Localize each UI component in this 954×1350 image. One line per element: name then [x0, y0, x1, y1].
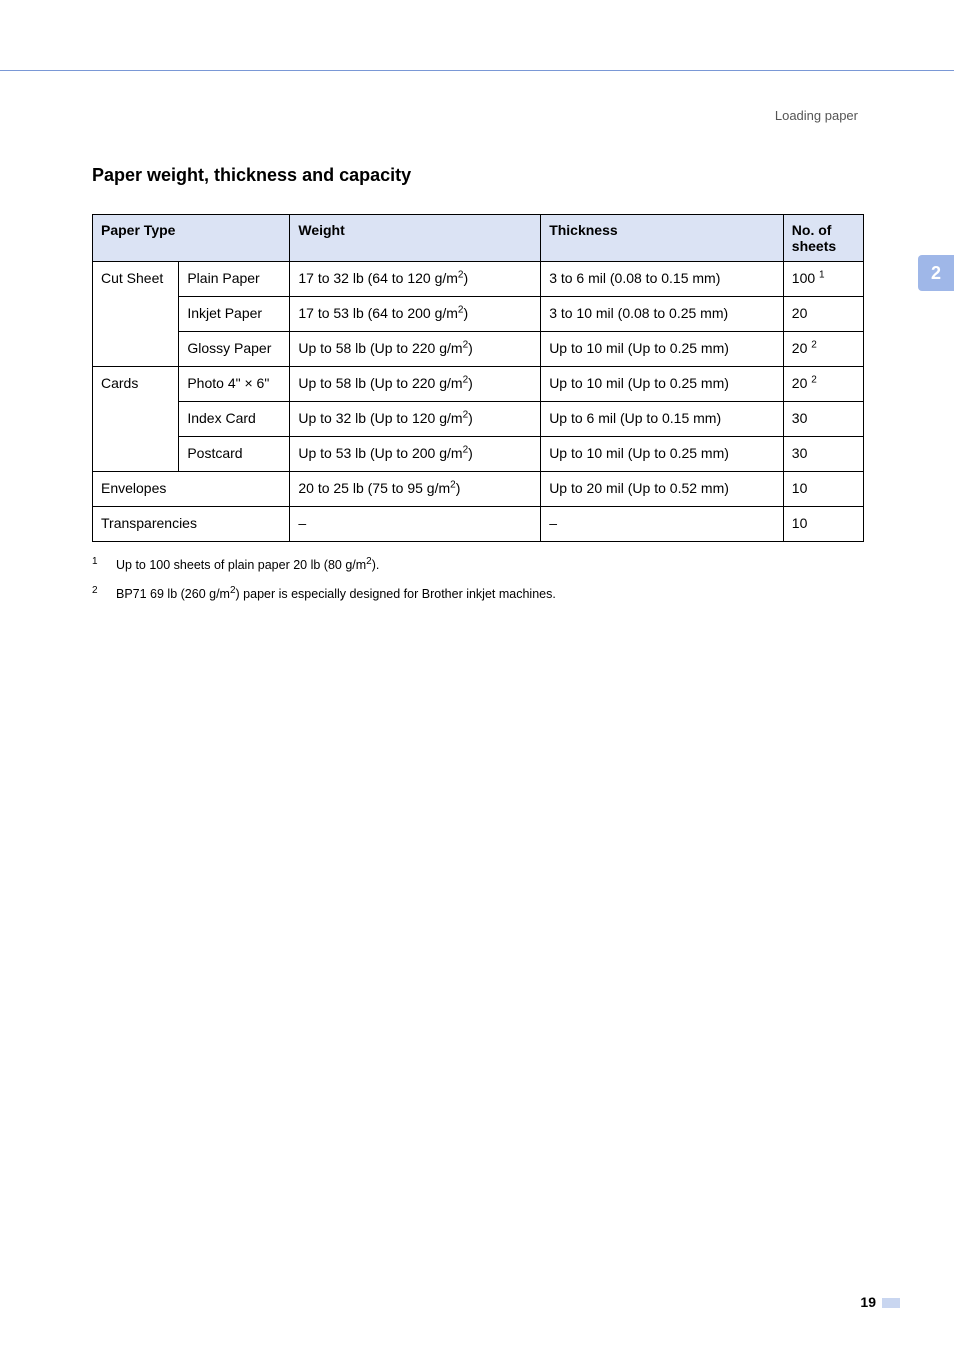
subtype-cell: Glossy Paper — [179, 332, 290, 367]
footnote-number: 1 — [92, 554, 116, 573]
section-title: Paper weight, thickness and capacity — [92, 165, 864, 186]
weight-text: Up to 53 lb (Up to 200 g/m — [298, 445, 462, 461]
table-row: Index Card Up to 32 lb (Up to 120 g/m2) … — [93, 402, 864, 437]
content-area: Paper weight, thickness and capacity Pap… — [92, 165, 864, 614]
thickness-cell: – — [541, 507, 784, 542]
thickness-cell: Up to 10 mil (Up to 0.25 mm) — [541, 332, 784, 367]
subtype-cell: Inkjet Paper — [179, 297, 290, 332]
sheets-cell: 30 — [783, 402, 863, 437]
sheets-value: 20 — [792, 340, 808, 356]
sheets-cell: 100 1 — [783, 262, 863, 297]
subtype-cell: Index Card — [179, 402, 290, 437]
unit-superscript: 2 — [458, 304, 464, 315]
weight-cell: Up to 32 lb (Up to 120 g/m2) — [290, 402, 541, 437]
table-row: Inkjet Paper 17 to 53 lb (64 to 200 g/m2… — [93, 297, 864, 332]
weight-text: Up to 58 lb (Up to 220 g/m — [298, 375, 462, 391]
header-weight: Weight — [290, 215, 541, 262]
table-row: Cut Sheet Plain Paper 17 to 32 lb (64 to… — [93, 262, 864, 297]
sheets-value: 100 — [792, 270, 815, 286]
paper-spec-table: Paper Type Weight Thickness No. of sheet… — [92, 214, 864, 542]
unit-superscript: 2 — [463, 339, 469, 350]
weight-text: 17 to 53 lb (64 to 200 g/m — [298, 305, 458, 321]
table-row: Glossy Paper Up to 58 lb (Up to 220 g/m2… — [93, 332, 864, 367]
running-head: Loading paper — [775, 108, 858, 123]
table-row: Transparencies – – 10 — [93, 507, 864, 542]
weight-cell: Up to 58 lb (Up to 220 g/m2) — [290, 332, 541, 367]
subtype-cell: Photo 4" × 6" — [179, 367, 290, 402]
footnote-ref: 2 — [811, 339, 817, 350]
page-number-decoration — [882, 1298, 900, 1308]
sheets-value: 20 — [792, 375, 808, 391]
subtype-cell: Plain Paper — [179, 262, 290, 297]
sheets-cell: 10 — [783, 472, 863, 507]
sheets-cell: 30 — [783, 437, 863, 472]
page: Loading paper 2 Paper weight, thickness … — [0, 0, 954, 1350]
sheets-cell: 20 — [783, 297, 863, 332]
page-number: 19 — [860, 1294, 876, 1310]
thickness-cell: 3 to 10 mil (0.08 to 0.25 mm) — [541, 297, 784, 332]
sheets-cell: 20 2 — [783, 332, 863, 367]
unit-superscript: 2 — [458, 269, 464, 280]
footnotes: 1 Up to 100 sheets of plain paper 20 lb … — [92, 556, 864, 604]
weight-text: Up to 58 lb (Up to 220 g/m — [298, 340, 462, 356]
weight-cell: Up to 58 lb (Up to 220 g/m2) — [290, 367, 541, 402]
footnote-ref: 2 — [811, 374, 817, 385]
footnote-text: BP71 69 lb (260 g/m2) paper is especiall… — [116, 585, 556, 604]
subtype-cell: Postcard — [179, 437, 290, 472]
header-sheets: No. of sheets — [783, 215, 863, 262]
unit-superscript: 2 — [463, 374, 469, 385]
weight-cell: Up to 53 lb (Up to 200 g/m2) — [290, 437, 541, 472]
footnote-ref: 1 — [819, 269, 825, 280]
table-row: Postcard Up to 53 lb (Up to 200 g/m2) Up… — [93, 437, 864, 472]
table-row: Envelopes 20 to 25 lb (75 to 95 g/m2) Up… — [93, 472, 864, 507]
sheets-cell: 20 2 — [783, 367, 863, 402]
footnote-text-b: ) paper is especially designed for Broth… — [236, 587, 556, 601]
weight-cell: – — [290, 507, 541, 542]
unit-superscript: 2 — [450, 479, 456, 490]
weight-cell: 17 to 53 lb (64 to 200 g/m2) — [290, 297, 541, 332]
unit-superscript: 2 — [463, 444, 469, 455]
sheets-cell: 10 — [783, 507, 863, 542]
footnote-text-b: ). — [372, 558, 380, 572]
header-rule — [0, 70, 954, 71]
table-header-row: Paper Type Weight Thickness No. of sheet… — [93, 215, 864, 262]
footnote-1: 1 Up to 100 sheets of plain paper 20 lb … — [92, 556, 864, 575]
weight-cell: 17 to 32 lb (64 to 120 g/m2) — [290, 262, 541, 297]
footnote-2: 2 BP71 69 lb (260 g/m2) paper is especia… — [92, 585, 864, 604]
chapter-tab: 2 — [918, 255, 954, 291]
thickness-cell: 3 to 6 mil (0.08 to 0.15 mm) — [541, 262, 784, 297]
table-row: Cards Photo 4" × 6" Up to 58 lb (Up to 2… — [93, 367, 864, 402]
footnote-text-a: BP71 69 lb (260 g/m — [116, 587, 230, 601]
weight-text: 17 to 32 lb (64 to 120 g/m — [298, 270, 458, 286]
footnote-text: Up to 100 sheets of plain paper 20 lb (8… — [116, 556, 379, 575]
thickness-cell: Up to 10 mil (Up to 0.25 mm) — [541, 367, 784, 402]
group-cut-sheet: Cut Sheet — [93, 262, 179, 367]
header-paper-type: Paper Type — [93, 215, 290, 262]
weight-text: 20 to 25 lb (75 to 95 g/m — [298, 480, 450, 496]
group-envelopes: Envelopes — [93, 472, 290, 507]
footnote-text-a: Up to 100 sheets of plain paper 20 lb (8… — [116, 558, 366, 572]
weight-cell: 20 to 25 lb (75 to 95 g/m2) — [290, 472, 541, 507]
thickness-cell: Up to 10 mil (Up to 0.25 mm) — [541, 437, 784, 472]
weight-text: Up to 32 lb (Up to 120 g/m — [298, 410, 462, 426]
thickness-cell: Up to 20 mil (Up to 0.52 mm) — [541, 472, 784, 507]
unit-superscript: 2 — [463, 409, 469, 420]
thickness-cell: Up to 6 mil (Up to 0.15 mm) — [541, 402, 784, 437]
group-transparencies: Transparencies — [93, 507, 290, 542]
header-thickness: Thickness — [541, 215, 784, 262]
group-cards: Cards — [93, 367, 179, 472]
footnote-number: 2 — [92, 583, 116, 602]
